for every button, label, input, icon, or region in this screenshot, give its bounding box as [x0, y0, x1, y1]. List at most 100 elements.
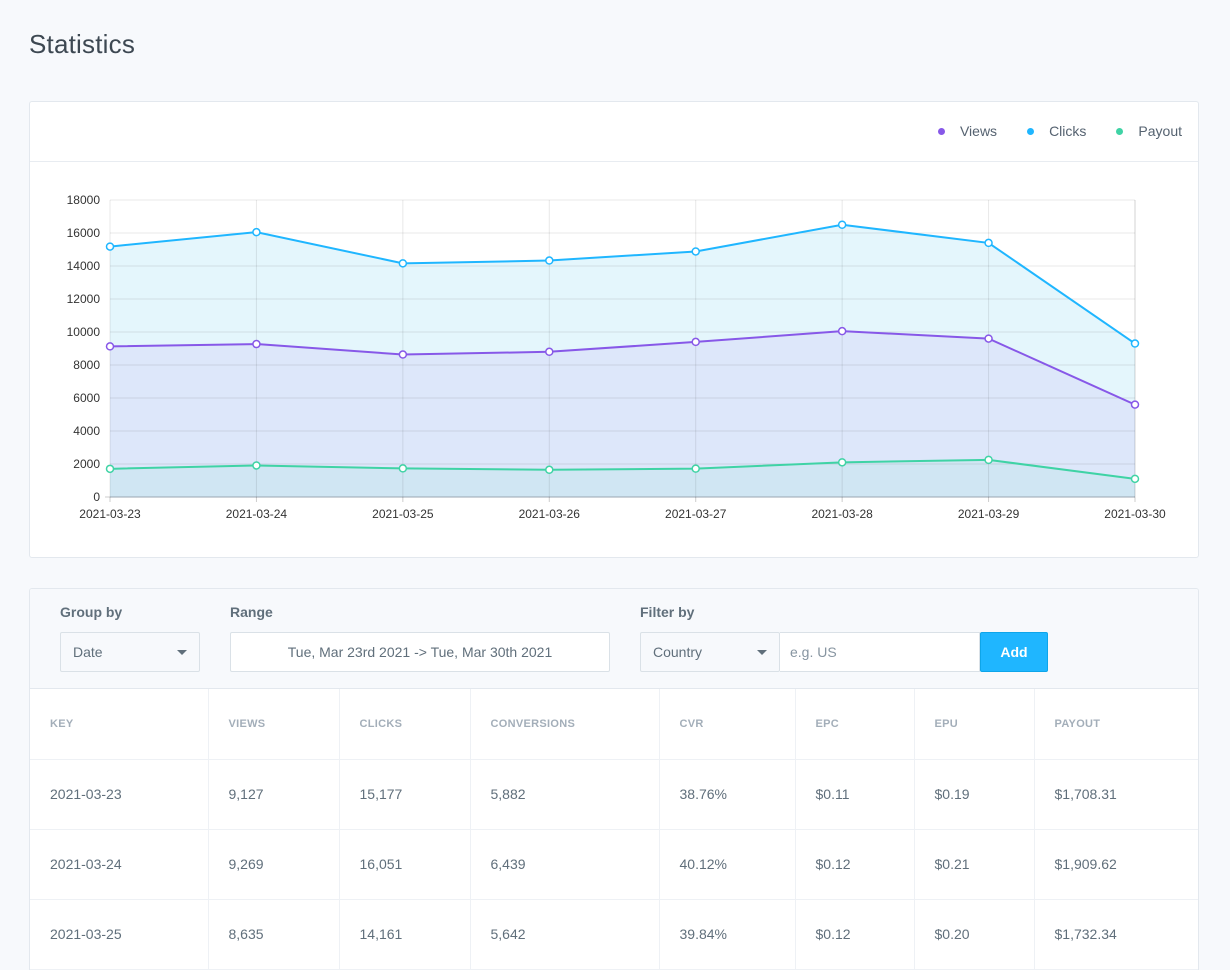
data-point-payout — [837, 458, 847, 467]
column-header-epc[interactable]: EPC — [795, 689, 915, 760]
data-point-clicks — [984, 238, 993, 248]
cell-cvr: 38.76% — [659, 759, 796, 830]
data-point-clicks — [1130, 339, 1140, 348]
cell-epu: $0.20 — [914, 899, 1035, 970]
column-header-key[interactable]: KEY — [30, 689, 209, 760]
data-point-payout — [545, 465, 554, 475]
chart-card: Views Clicks Payout 0 2000 4000 6000 8000 100… — [29, 101, 1199, 558]
cell-views: 9,127 — [208, 759, 340, 830]
cell-key: 2021-03-25 — [30, 899, 209, 970]
table-header-row: KEY VIEWS CLICKS CONVERSIONS CVR EPC EPU… — [30, 689, 1198, 760]
data-point-clicks — [837, 220, 847, 229]
data-point-views — [545, 347, 554, 357]
legend-dot-icon — [937, 127, 945, 135]
data-point-payout — [398, 464, 408, 473]
y-tick-label: 2000 — [73, 457, 100, 471]
statistics-chart: 0 2000 4000 6000 8000 10000 12000 14000 16000 180… — [67, 193, 1166, 521]
table-row: 2021-03-23 9,127 15,177 5,882 38.76% $0.… — [30, 759, 1198, 830]
x-tick-label: 2021-03-26 — [519, 507, 581, 521]
filter-by-label: Filter by — [640, 604, 695, 620]
filter-by-select[interactable]: Country — [640, 632, 780, 672]
column-header-epu[interactable]: EPU — [914, 689, 1035, 760]
data-point-clicks — [545, 256, 554, 265]
legend-item-views[interactable]: Views — [937, 123, 998, 139]
chevron-down-icon — [757, 650, 767, 655]
statistics-table-card: Group by Date Range Tue, Mar 23rd 2021 -… — [29, 588, 1199, 970]
cell-epc: $0.12 — [795, 899, 915, 970]
legend-dot-icon — [1027, 127, 1035, 135]
legend-item-clicks[interactable]: Clicks — [1027, 123, 1086, 139]
data-point-views — [691, 337, 700, 347]
series-line-payout — [109, 458, 1136, 480]
cell-views: 8,635 — [208, 899, 340, 970]
cell-key: 2021-03-23 — [30, 759, 209, 830]
data-point-payout — [105, 464, 115, 474]
x-tick-label: 2021-03-29 — [958, 507, 1020, 521]
data-point-payout — [691, 464, 700, 473]
x-tick-label: 2021-03-30 — [1104, 507, 1166, 521]
data-point-clicks — [105, 242, 115, 251]
series-area-views — [110, 331, 1135, 497]
data-point-views — [398, 350, 408, 359]
range-label: Range — [230, 604, 273, 620]
series-area-payout — [110, 459, 1135, 497]
x-tick-label: 2021-03-23 — [79, 507, 141, 521]
column-header-clicks[interactable]: CLICKS — [339, 689, 471, 760]
group-by-select[interactable]: Date — [60, 632, 200, 672]
filter-bar: Group by Date Range Tue, Mar 23rd 2021 -… — [30, 589, 1198, 689]
legend-label: Clicks — [1049, 123, 1087, 139]
chevron-down-icon — [177, 650, 187, 655]
group-by-label: Group by — [60, 604, 123, 620]
cell-payout: $1,909.62 — [1034, 829, 1198, 900]
table-row: 2021-03-25 8,635 14,161 5,642 39.84% $0.… — [30, 899, 1198, 970]
date-range-input[interactable]: Tue, Mar 23rd 2021 -> Tue, Mar 30th 2021 — [230, 632, 610, 672]
data-point-clicks — [252, 227, 261, 237]
y-tick-label: 4000 — [73, 424, 100, 438]
data-point-clicks — [691, 247, 700, 256]
cell-clicks: 15,177 — [339, 759, 471, 830]
cell-conversions: 6,439 — [470, 829, 660, 900]
cell-epc: $0.11 — [795, 759, 915, 830]
cell-key: 2021-03-24 — [30, 829, 209, 900]
cell-conversions: 5,642 — [470, 899, 660, 970]
series-line-views — [109, 330, 1136, 406]
x-tick-label: 2021-03-27 — [665, 507, 727, 521]
data-point-payout — [252, 461, 261, 470]
add-filter-button[interactable]: Add — [980, 632, 1048, 672]
cell-epu: $0.21 — [914, 829, 1035, 900]
table-row: 2021-03-24 9,269 16,051 6,439 40.12% $0.… — [30, 829, 1198, 900]
data-point-views — [252, 339, 261, 349]
y-tick-label: 10000 — [67, 325, 101, 339]
legend-item-payout[interactable]: Payout — [1116, 123, 1182, 139]
cell-clicks: 14,161 — [339, 899, 471, 970]
column-header-cvr[interactable]: CVR — [659, 689, 796, 760]
cell-cvr: 40.12% — [659, 829, 796, 900]
column-header-payout[interactable]: PAYOUT — [1034, 689, 1198, 760]
series-line-clicks — [109, 223, 1136, 345]
y-tick-label: 8000 — [73, 358, 100, 372]
data-point-clicks — [398, 259, 408, 268]
data-point-views — [837, 326, 847, 336]
chart-legend: Views Clicks Payout — [908, 123, 1182, 139]
y-tick-label: 18000 — [67, 193, 101, 207]
legend-dot-icon — [1116, 127, 1124, 135]
filter-value-input[interactable] — [780, 632, 980, 672]
legend-label: Views — [959, 123, 998, 139]
page-title: Statistics — [29, 29, 136, 59]
column-header-conversions[interactable]: CONVERSIONS — [470, 689, 660, 760]
y-tick-label: 14000 — [67, 259, 101, 273]
cell-payout: $1,732.34 — [1034, 899, 1198, 970]
data-point-views — [105, 342, 115, 351]
cell-payout: $1,708.31 — [1034, 759, 1198, 830]
cell-epc: $0.12 — [795, 829, 915, 900]
cell-conversions: 5,882 — [470, 759, 660, 830]
y-tick-label: 6000 — [73, 391, 100, 405]
x-tick-label: 2021-03-25 — [372, 507, 434, 521]
cell-views: 9,269 — [208, 829, 340, 900]
filter-by-value: Country — [653, 644, 703, 660]
y-tick-label: 16000 — [67, 226, 101, 240]
column-header-views[interactable]: VIEWS — [208, 689, 340, 760]
legend-label: Payout — [1138, 123, 1182, 139]
chart-header: Views Clicks Payout — [30, 102, 1198, 162]
group-by-value: Date — [73, 644, 103, 660]
